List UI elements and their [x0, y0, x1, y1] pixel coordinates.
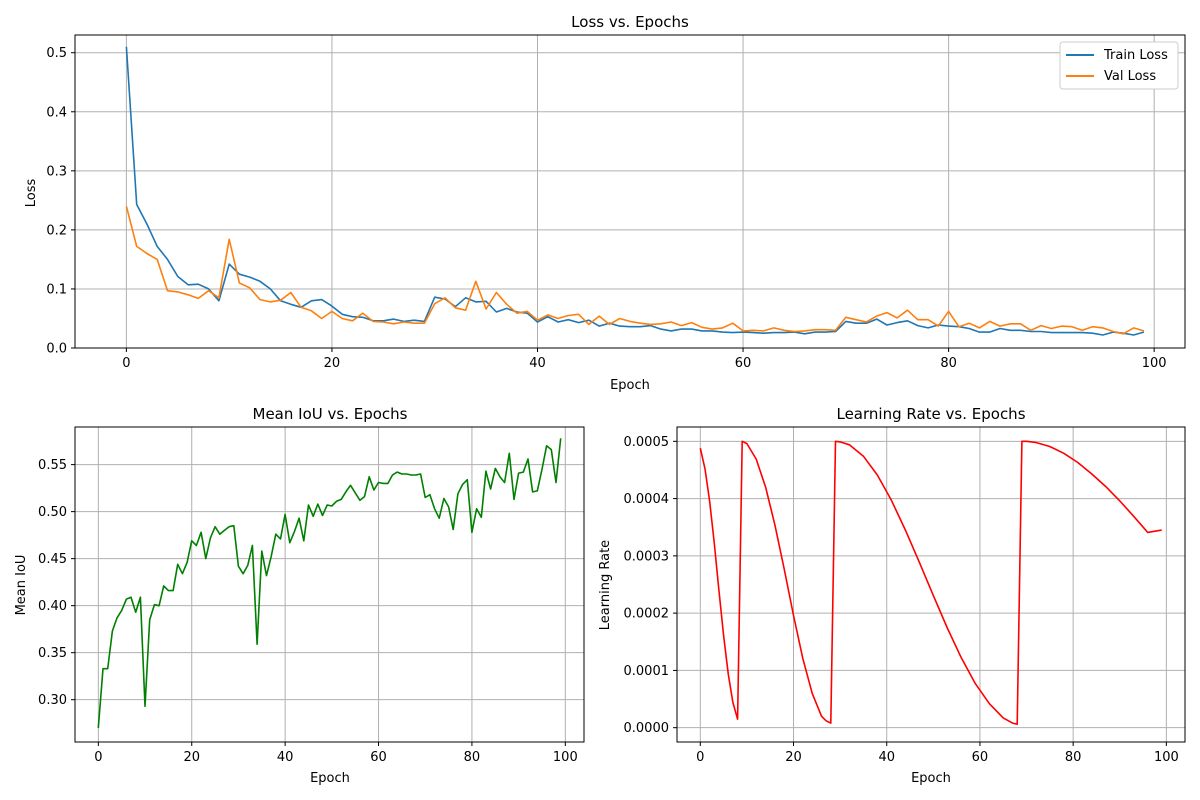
lr-x-tick-label: 40	[878, 750, 895, 765]
iou-x-tick-label: 80	[464, 750, 481, 765]
loss-y-tick-label: 0.2	[46, 223, 67, 238]
lr-y-tick-label: 0.0001	[624, 664, 670, 679]
loss-y-tick-label: 0.5	[46, 46, 67, 61]
loss-x-tick-label: 80	[940, 356, 957, 371]
loss-y-tick-label: 0.1	[46, 282, 67, 297]
iou-x-tick-label: 100	[553, 750, 578, 765]
series-line-val-loss	[125, 206, 1145, 335]
iou-x-tick-label: 60	[370, 750, 387, 765]
legend-label-train-loss: Train Loss	[1103, 48, 1168, 63]
lr-x-tick-label: 80	[1065, 750, 1082, 765]
loss-x-tick-label: 20	[324, 356, 341, 371]
iou-x-tick-label: 0	[94, 750, 102, 765]
loss-y-tick-label: 0.3	[46, 164, 67, 179]
iou-y-tick-label: 0.50	[38, 505, 67, 520]
iou-x-tick-label: 40	[277, 750, 294, 765]
series-line-lr	[699, 440, 1162, 726]
iou-y-tick-label: 0.30	[38, 693, 67, 708]
lr-chart: Learning Rate vs. Epochs Epoch Learning …	[598, 405, 1186, 786]
lr-y-tick-label: 0.0002	[624, 607, 670, 622]
iou-x-tick-label: 20	[183, 750, 200, 765]
lr-y-tick-label: 0.0000	[624, 721, 670, 736]
lr-y-tick-label: 0.0004	[624, 492, 670, 507]
loss-x-tick-label: 40	[529, 356, 546, 371]
loss-chart: Loss vs. Epochs Epoch Loss 0 20 40 60 80 100 0…	[24, 13, 1186, 393]
loss-y-tick-label: 0.4	[46, 105, 67, 120]
iou-x-axis-label: Epoch	[310, 771, 350, 786]
lr-plot-frame	[676, 426, 1186, 743]
legend-label-val-loss: Val Loss	[1104, 69, 1156, 84]
series-line-iou	[97, 438, 562, 728]
iou-chart: Mean IoU vs. Epochs Epoch Mean IoU 0 20 40…	[14, 405, 585, 786]
iou-plot-frame	[74, 426, 585, 743]
lr-x-axis-label: Epoch	[911, 771, 951, 786]
loss-y-tick-label: 0.0	[46, 342, 67, 357]
lr-y-tick-label: 0.0005	[624, 435, 670, 450]
lr-y-tick-label: 0.0003	[624, 549, 670, 564]
iou-y-tick-label: 0.40	[38, 599, 67, 614]
loss-plot-frame	[74, 34, 1186, 349]
lr-x-tick-label: 20	[785, 750, 802, 765]
lr-chart-title: Learning Rate vs. Epochs	[836, 405, 1025, 423]
loss-legend-box	[1059, 41, 1179, 90]
iou-y-tick-label: 0.45	[38, 552, 67, 567]
iou-y-tick-label: 0.35	[38, 646, 67, 661]
lr-y-axis-label: Learning Rate	[598, 540, 613, 630]
lr-x-tick-label: 60	[972, 750, 989, 765]
iou-y-tick-label: 0.55	[38, 458, 67, 473]
lr-x-tick-label: 100	[1154, 750, 1179, 765]
loss-x-tick-label: 0	[122, 356, 130, 371]
iou-y-axis-label: Mean IoU	[14, 555, 29, 616]
loss-legend: Train Loss Val Loss	[1059, 41, 1179, 90]
iou-chart-title: Mean IoU vs. Epochs	[253, 405, 408, 423]
lr-x-tick-label: 0	[696, 750, 704, 765]
loss-x-axis-label: Epoch	[610, 378, 650, 393]
loss-x-tick-label: 100	[1142, 356, 1167, 371]
loss-chart-title: Loss vs. Epochs	[571, 13, 689, 31]
loss-x-tick-label: 60	[735, 356, 752, 371]
series-line-train-loss	[125, 46, 1145, 336]
loss-y-axis-label: Loss	[24, 179, 39, 208]
